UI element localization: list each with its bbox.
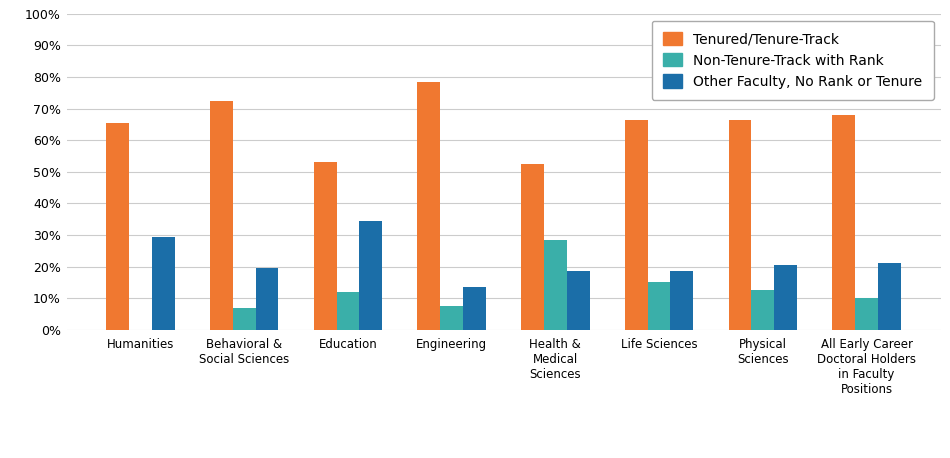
Bar: [671, 271, 694, 330]
Bar: [314, 162, 336, 330]
Legend: Tenured/Tenure-Track, Non-Tenure-Track with Rank, Other Faculty, No Rank or Tenu: Tenured/Tenure-Track, Non-Tenure-Track w…: [652, 21, 934, 100]
Bar: [440, 306, 463, 330]
Bar: [417, 82, 440, 330]
Bar: [855, 298, 878, 330]
Bar: [359, 221, 382, 330]
Bar: [567, 271, 590, 330]
Bar: [832, 115, 855, 330]
Bar: [233, 308, 256, 330]
Bar: [106, 123, 129, 330]
Bar: [751, 290, 774, 330]
Bar: [463, 287, 485, 330]
Bar: [729, 120, 751, 330]
Bar: [544, 240, 567, 330]
Bar: [648, 282, 671, 330]
Bar: [522, 164, 544, 330]
Bar: [774, 265, 797, 330]
Bar: [152, 236, 175, 330]
Bar: [625, 120, 648, 330]
Bar: [210, 101, 233, 330]
Bar: [878, 263, 901, 330]
Bar: [256, 268, 278, 330]
Bar: [336, 292, 359, 330]
